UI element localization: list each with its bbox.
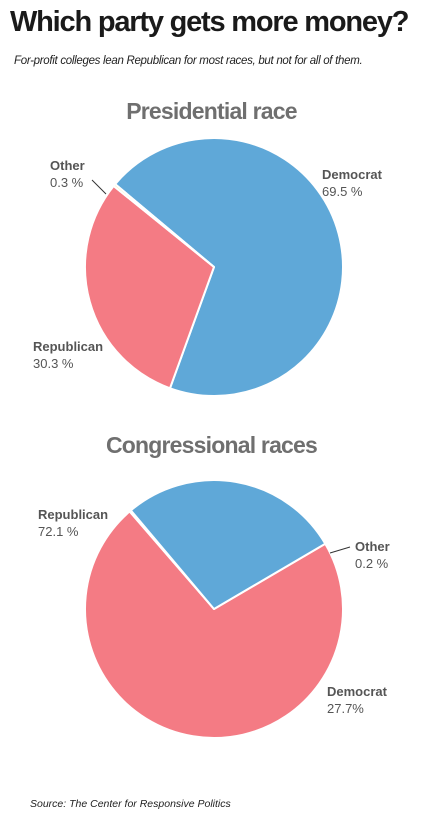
label-value: 0.3 %: [50, 175, 84, 190]
pie-chart-presidential: [84, 137, 344, 397]
label-name: Republican: [33, 339, 104, 354]
label-congressional-democrat: Democrat 27.7%: [327, 683, 387, 717]
label-name: Other: [50, 158, 85, 173]
page-title: Which party gets more money?: [10, 6, 409, 38]
label-value: 27.7%: [327, 701, 364, 716]
label-presidential-democrat: Democrat 69.5 %: [322, 166, 382, 200]
label-name: Republican: [38, 507, 109, 522]
label-name: Democrat: [327, 684, 387, 699]
label-value: 30.3 %: [33, 356, 74, 371]
label-value: 69.5 %: [322, 184, 363, 199]
label-name: Other: [355, 539, 390, 554]
source-note: Source: The Center for Responsive Politi…: [30, 798, 231, 810]
chart-title-presidential: Presidential race: [126, 98, 297, 124]
chart-title-congressional: Congressional races: [105, 432, 318, 458]
pie-slice-democrat: [114, 137, 344, 397]
page-subtitle: For-profit colleges lean Republican for …: [14, 55, 363, 67]
pie-slice-democrat: [129, 479, 327, 610]
pie-slice-other: [112, 183, 215, 268]
label-presidential-other: Other 0.3 %: [50, 157, 85, 191]
pie-chart-congressional: [84, 479, 344, 739]
label-name: Democrat: [322, 167, 382, 182]
label-value: 0.2 %: [355, 556, 389, 571]
pie-slice-republican: [84, 184, 215, 390]
label-congressional-republican: Republican 72.1 %: [38, 506, 108, 540]
label-value: 72.1 %: [38, 524, 79, 539]
label-congressional-other: Other 0.2 %: [355, 538, 390, 572]
label-presidential-republican: Republican 30.3 %: [33, 338, 103, 372]
pie-slice-republican: [84, 510, 344, 739]
